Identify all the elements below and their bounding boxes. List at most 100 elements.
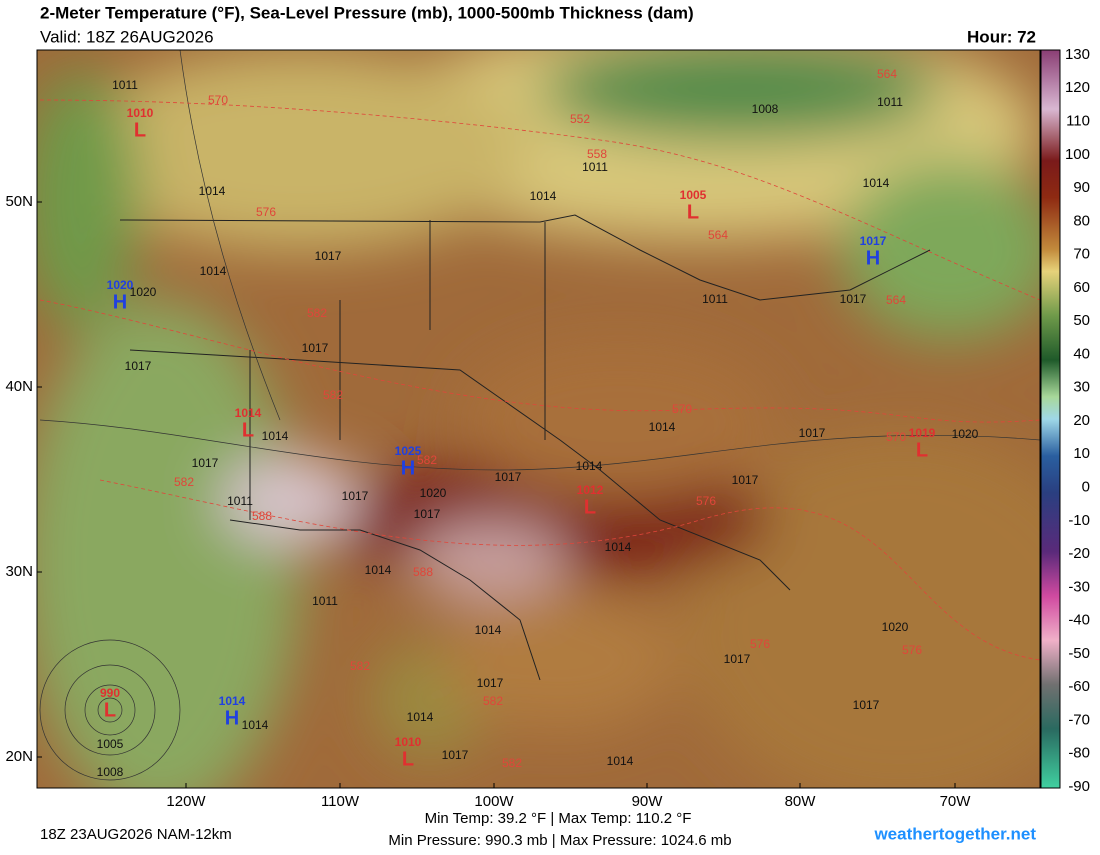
thickness-label: 564 [886, 293, 906, 307]
colorbar-tick-label: -60 [1068, 678, 1090, 695]
center-symbol: L [687, 201, 699, 223]
colorbar-tick-label: 30 [1073, 379, 1090, 396]
colorbar-tick-label: 90 [1073, 179, 1090, 196]
lat-label: 20N [5, 748, 33, 765]
thickness-label: 582 [307, 306, 327, 320]
isobar-label: 1017 [724, 652, 751, 666]
isobar-label: 1017 [302, 341, 329, 355]
isobar-label: 1014 [242, 718, 269, 732]
isobar-label: 1008 [752, 102, 779, 116]
thickness-lines [39, 99, 1040, 661]
colorbar-tick-label: 0 [1082, 479, 1090, 496]
isobar-label: 1014 [576, 459, 603, 473]
valid-time: Valid: 18Z 26AUG2026 [40, 27, 214, 46]
center-symbol: H [113, 291, 127, 313]
isobar-label: 1020 [952, 427, 979, 441]
center-pressure: 1019 [909, 426, 936, 440]
isobar-label: 1020 [130, 285, 157, 299]
isobar-label: 1017 [442, 748, 469, 762]
center-pressure: 1010 [395, 735, 422, 749]
thickness-label: 576 [902, 643, 922, 657]
colorbar-tick-label: 50 [1073, 312, 1090, 329]
thickness-label: 588 [252, 509, 272, 523]
isobar-label: 1011 [582, 160, 608, 174]
isobar-label: 1014 [200, 264, 227, 278]
lon-label: 120W [166, 793, 206, 810]
center-pressure: 1017 [860, 234, 887, 248]
colorbar-tick-label: 130 [1065, 46, 1090, 63]
thickness-label: 570 [208, 93, 228, 107]
colorbar-tick-label: -90 [1068, 778, 1090, 795]
thickness-label: 582 [417, 453, 437, 467]
thickness-label: 576 [256, 205, 276, 219]
thickness-label: 582 [350, 659, 370, 673]
isobar-label: 1008 [97, 765, 124, 779]
center-pressure: 990 [100, 686, 120, 700]
isobar-label: 1017 [192, 456, 219, 470]
isobar-label: 1011 [877, 95, 903, 109]
colorbar-tick-label: -70 [1068, 711, 1090, 728]
isobar-label: 1017 [799, 426, 826, 440]
isobar-label: 1017 [853, 698, 880, 712]
thickness-label: 576 [696, 494, 716, 508]
colorbar-tick-label: -40 [1068, 612, 1090, 629]
lon-label: 90W [632, 793, 664, 810]
center-pressure: 1014 [219, 694, 246, 708]
isobar-label: 1017 [342, 489, 369, 503]
isobar-label: 1017 [732, 473, 759, 487]
isobar-label: 1017 [477, 676, 504, 690]
isobar-label: 1011 [227, 494, 253, 508]
center-symbol: L [916, 439, 928, 461]
lon-label: 80W [785, 793, 817, 810]
colorbar-tick-label: 120 [1065, 79, 1090, 96]
isobar-label: 1017 [125, 359, 152, 373]
colorbar-tick-label: 40 [1073, 345, 1090, 362]
center-symbol: L [402, 748, 414, 770]
isobar-label: 1017 [414, 507, 441, 521]
title: 2-Meter Temperature (°F), Sea-Level Pres… [40, 3, 694, 22]
isobar-label: 1014 [607, 754, 634, 768]
colorbar-tick-label: -20 [1068, 545, 1090, 562]
center-pressure: 1014 [235, 406, 262, 420]
isobar-label: 1020 [882, 620, 909, 634]
isobar-label: 1014 [863, 176, 890, 190]
isobar-label: 1005 [97, 737, 124, 751]
colorbar-tick-label: 10 [1073, 445, 1090, 462]
thickness-label: 582 [323, 388, 343, 402]
colorbar-tick-label: -50 [1068, 645, 1090, 662]
isobar-label: 1017 [315, 249, 342, 263]
isobars [39, 50, 1040, 781]
model-run: 18Z 23AUG2026 NAM-12km [40, 826, 232, 843]
isobar-label: 1014 [407, 710, 434, 724]
thickness-label: 570 [886, 430, 906, 444]
center-symbol: H [225, 707, 239, 729]
site-link[interactable]: weathertogether.net [873, 824, 1036, 843]
thickness-label: 588 [413, 565, 433, 579]
isobar-label: 1011 [312, 594, 338, 608]
thickness-label: 576 [750, 637, 770, 651]
isobar-label: 1017 [495, 470, 522, 484]
center-symbol: H [866, 247, 880, 269]
center-pressure: 1010 [127, 106, 154, 120]
thickness-label: 582 [174, 475, 194, 489]
center-pressure: 1025 [395, 444, 422, 458]
colorbar-tick-label: 80 [1073, 212, 1090, 229]
lon-label: 100W [474, 793, 514, 810]
isobar-label: 1014 [605, 540, 632, 554]
center-symbol: L [242, 419, 254, 441]
lat-label: 40N [5, 378, 33, 395]
isobar-label: 1017 [840, 292, 867, 306]
center-symbol: H [401, 457, 415, 479]
isobar-label: 1014 [475, 623, 502, 637]
colorbar-tick-label: -30 [1068, 578, 1090, 595]
thickness-label: 582 [483, 694, 503, 708]
colorbar-tick-label: 60 [1073, 279, 1090, 296]
pressure-range: Min Pressure: 990.3 mb | Max Pressure: 1… [388, 832, 731, 849]
isobar-label: 1020 [420, 486, 447, 500]
thickness-label: 558 [587, 147, 607, 161]
center-symbol: L [134, 119, 146, 141]
lat-label: 50N [5, 193, 33, 210]
colorbar-tick-label: 110 [1066, 113, 1090, 130]
colorbar [1040, 49, 1061, 789]
